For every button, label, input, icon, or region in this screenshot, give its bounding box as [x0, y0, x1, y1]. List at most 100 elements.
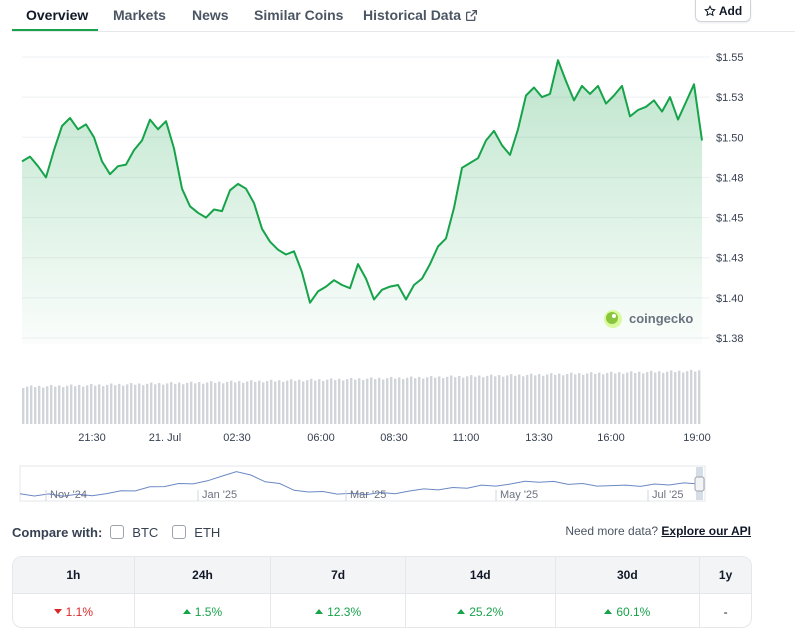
volume-bar: [90, 384, 93, 424]
volume-bar: [450, 375, 453, 424]
volume-bar: [290, 379, 293, 424]
volume-bar: [222, 383, 225, 424]
volume-bar: [474, 376, 477, 424]
change-value: 1.5%: [194, 604, 223, 619]
caret-up-icon: [457, 609, 466, 614]
volume-bar: [622, 373, 625, 424]
volume-bar: [386, 378, 389, 424]
volume-bar: [334, 380, 337, 424]
y-tick-label: $1.40: [716, 293, 744, 305]
volume-bar: [246, 381, 249, 424]
volume-bar: [50, 384, 53, 424]
period-change-30d: 60.1%: [556, 594, 701, 627]
volume-bar: [502, 376, 505, 424]
volume-bar: [462, 377, 465, 424]
volume-bar: [454, 377, 457, 424]
tab-markets[interactable]: Markets: [113, 7, 166, 23]
change-value: 25.2%: [469, 604, 504, 619]
tab-historical-data[interactable]: Historical Data: [363, 7, 478, 23]
range-navigator[interactable]: Nov '24 Jan '25 Mar '25 May '25 Jul '25: [0, 462, 795, 508]
btc-checkbox[interactable]: [110, 525, 125, 539]
volume-bar: [550, 373, 553, 424]
volume-bar: [30, 385, 33, 424]
volume-bar: [102, 386, 105, 424]
price-line: [21, 59, 703, 304]
volume-bar: [262, 382, 265, 424]
volume-bar: [510, 374, 513, 424]
volume-bar: [362, 380, 365, 424]
price-change-value-row: 1.1% 1.5% 12.3% 25.2% 60.1% -: [13, 593, 751, 627]
volume-bar: [438, 376, 441, 424]
y-tick-label: $1.48: [716, 172, 744, 184]
volume-bar: [350, 377, 353, 424]
period-header-7d: 7d: [271, 557, 406, 593]
volume-bar: [546, 374, 549, 424]
active-tab-indicator: [12, 29, 98, 31]
volume-bar: [478, 375, 481, 424]
volume-bar: [698, 370, 701, 424]
volume-bar: [638, 371, 641, 424]
price-chart[interactable]: $1.55 $1.53 $1.50 $1.48 $1.45 $1.43 $1.40 $1.38…: [0, 32, 795, 452]
btc-label: BTC: [132, 524, 159, 540]
volume-bar: [526, 374, 529, 424]
caret-up-icon: [604, 609, 613, 614]
coingecko-watermark: coingecko: [604, 310, 693, 328]
volume-bar: [174, 383, 177, 424]
period-header-30d: 30d: [556, 557, 701, 593]
tab-similar-coins[interactable]: Similar Coins: [254, 7, 344, 23]
x-axis-labels: 21:30 21. Jul 02:30 06:00 08:30 11:00 13:30 16:…: [78, 432, 711, 444]
volume-bar: [242, 382, 245, 424]
volume-bar: [562, 375, 565, 424]
explore-api-link[interactable]: Explore our API: [661, 524, 751, 538]
volume-bar: [78, 384, 81, 424]
compare-eth[interactable]: ETH: [172, 525, 220, 540]
volume-bar: [206, 382, 209, 424]
volume-bar: [470, 375, 473, 424]
volume-bar: [118, 383, 121, 424]
volume-bar: [654, 372, 657, 424]
volume-bar: [582, 374, 585, 424]
volume-bar: [674, 372, 677, 424]
volume-bar: [422, 378, 425, 424]
volume-bar: [434, 377, 437, 424]
eth-checkbox[interactable]: [172, 525, 187, 539]
volume-bar: [630, 371, 633, 424]
volume-bar: [670, 370, 673, 424]
navigator-label: May '25: [500, 489, 538, 501]
volume-bar: [170, 382, 173, 424]
period-change-1h: 1.1%: [13, 594, 135, 627]
volume-bar: [410, 376, 413, 424]
volume-bar: [682, 372, 685, 424]
tab-overview[interactable]: Overview: [26, 7, 89, 23]
volume-bar: [134, 384, 137, 424]
volume-bar: [690, 369, 693, 424]
volume-bar: [178, 382, 181, 424]
volume-bar: [310, 378, 313, 424]
tab-news[interactable]: News: [192, 7, 229, 23]
volume-bar: [70, 384, 73, 424]
volume-bar: [286, 380, 289, 424]
volume-bar: [94, 385, 97, 424]
volume-bar: [642, 373, 645, 424]
volume-bar: [694, 371, 697, 424]
volume-bar: [122, 385, 125, 424]
x-tick-label: 08:30: [380, 432, 408, 444]
volume-bar: [374, 379, 377, 424]
period-change-14d: 25.2%: [406, 594, 556, 627]
x-tick-label: 06:00: [307, 432, 335, 444]
volume-bar: [218, 381, 221, 424]
add-to-portfolio-button[interactable]: Add: [695, 0, 751, 22]
change-value: 12.3%: [327, 604, 362, 619]
volume-bar: [366, 378, 369, 424]
volume-bar: [66, 385, 69, 424]
volume-bar: [658, 371, 661, 424]
volume-bar: [62, 387, 65, 424]
volume-bar: [126, 384, 129, 424]
navigator-handle[interactable]: [694, 476, 705, 492]
volume-bar: [574, 374, 577, 424]
volume-bar: [154, 384, 157, 424]
compare-btc[interactable]: BTC: [110, 525, 158, 540]
volume-bar: [522, 376, 525, 424]
volume-bar: [686, 371, 689, 424]
x-tick-label: 02:30: [223, 432, 251, 444]
